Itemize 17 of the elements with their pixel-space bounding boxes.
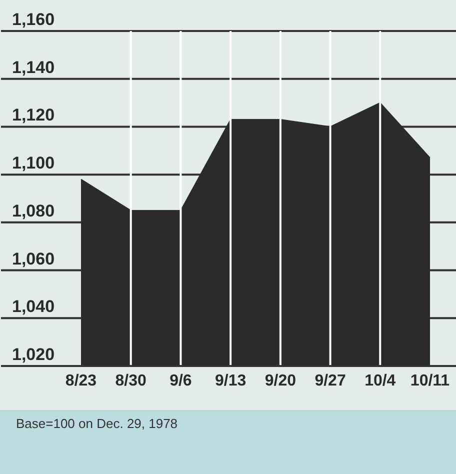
- y-tick-label: 1,120: [12, 106, 55, 125]
- y-tick-label: 1,140: [12, 58, 55, 77]
- text: Base=100 on Dec. 29, 1978: [16, 416, 179, 431]
- x-tick-label: 9/27: [314, 372, 346, 390]
- x-tick-label: 9/6: [170, 372, 192, 390]
- x-tick-label: 9/20: [264, 372, 296, 390]
- y-tick-label: 1,160: [12, 10, 55, 29]
- y-tick-label: 1,060: [12, 249, 55, 268]
- y-tick-label: 1,080: [12, 201, 55, 220]
- y-tick-label: 1,040: [12, 297, 55, 316]
- x-tick-label: 8/23: [65, 372, 97, 390]
- x-tick-label: 8/30: [115, 372, 147, 390]
- x-tick-label: 10/11: [410, 372, 450, 390]
- x-tick-label: 9/13: [215, 372, 246, 390]
- x-tick-label: 10/4: [364, 372, 396, 390]
- y-tick-label: 1,100: [12, 154, 55, 173]
- y-tick-label: 1,020: [12, 345, 55, 364]
